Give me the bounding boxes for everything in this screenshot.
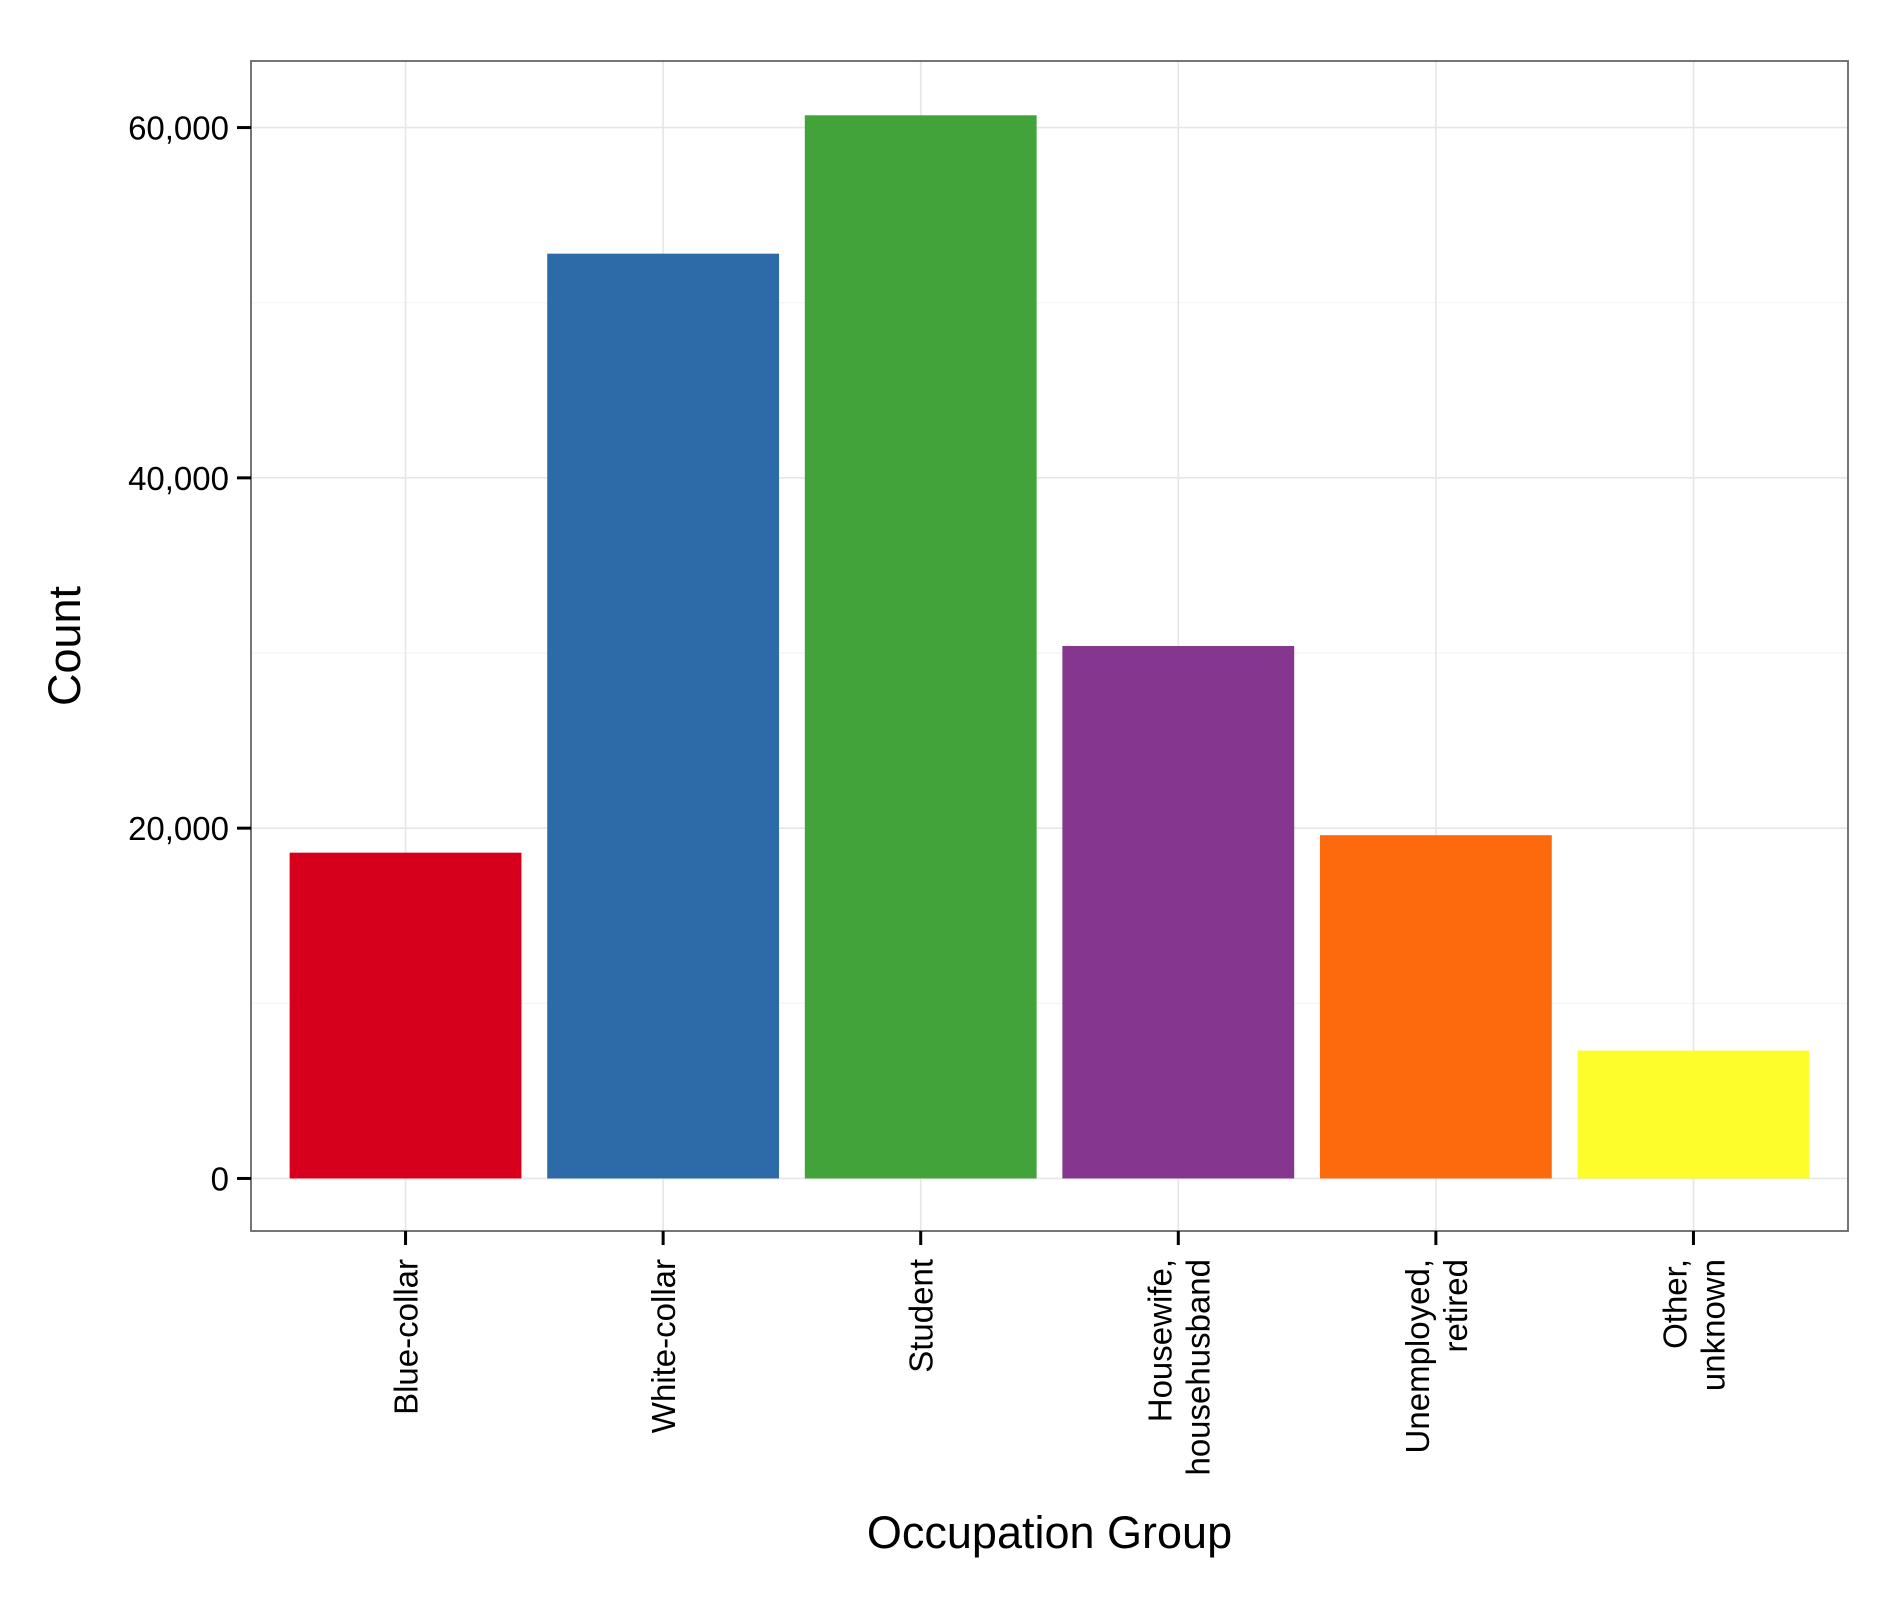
- bar-blue-collar: [289, 852, 522, 1179]
- y-tick-label-2: 40,000: [128, 460, 229, 497]
- bar-unemployed-retired: [1319, 835, 1552, 1179]
- x-tick-label-line: househusband: [1179, 1259, 1216, 1476]
- panel-border: [250, 60, 1849, 1232]
- x-tick-label-line: Student: [903, 1259, 940, 1373]
- x-tick-label-line: Unemployed,: [1399, 1259, 1436, 1453]
- y-tick-label-3: 60,000: [128, 110, 229, 147]
- x-tick-label-0: Blue-collar: [388, 1259, 425, 1415]
- bar-student: [804, 115, 1037, 1179]
- x-tick-label-line: Other,: [1656, 1259, 1693, 1349]
- x-tick-label-5: Other, unknown: [1656, 1259, 1731, 1391]
- y-axis: 0 20,000 40,000 60,000: [128, 110, 251, 1197]
- x-tick-label-line: retired: [1437, 1259, 1474, 1353]
- x-tick-label-line: White-collar: [645, 1259, 682, 1433]
- x-axis-title: Occupation Group: [867, 1507, 1232, 1558]
- x-tick-label-2: Student: [903, 1259, 940, 1373]
- bar-white-collar: [547, 253, 780, 1179]
- x-tick-label-1: White-collar: [645, 1259, 682, 1433]
- x-tick-label-3: Housewife, househusband: [1141, 1259, 1216, 1476]
- bar-other-unknown: [1577, 1050, 1810, 1179]
- grid-lines: [251, 61, 1848, 1231]
- x-axis: Blue-collar White-collar Student Housewife,…: [388, 1231, 1731, 1476]
- y-tick-label-1: 20,000: [128, 810, 229, 847]
- x-tick-label-line: Blue-collar: [388, 1259, 425, 1415]
- bars: [289, 115, 1810, 1179]
- x-tick-label-4: Unemployed, retired: [1399, 1259, 1474, 1453]
- bar-housewife-househusband: [1062, 646, 1295, 1179]
- x-tick-label-line: unknown: [1694, 1259, 1731, 1391]
- y-tick-label-0: 0: [211, 1160, 229, 1197]
- y-axis-title: Count: [39, 585, 90, 706]
- x-tick-label-line: Housewife,: [1141, 1259, 1178, 1422]
